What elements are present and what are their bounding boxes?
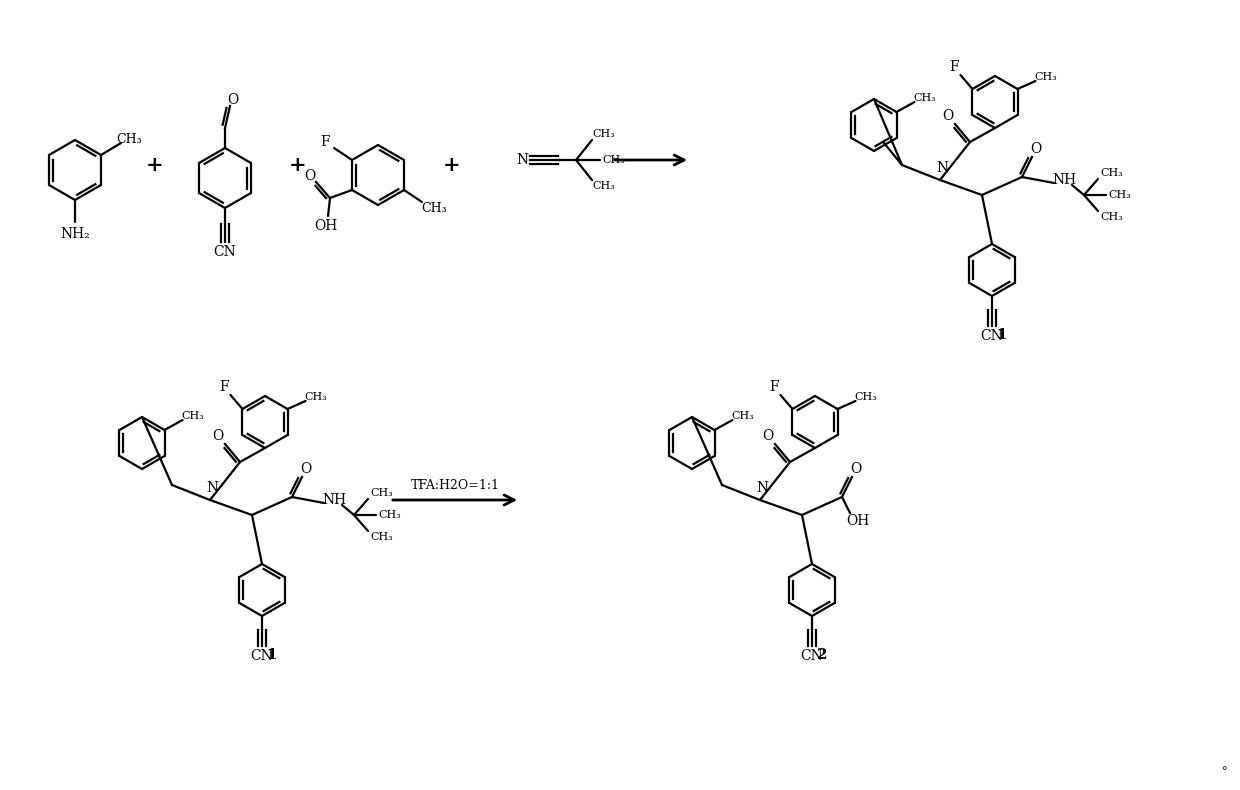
- Text: TFA:H2O=1:1: TFA:H2O=1:1: [410, 479, 500, 492]
- Text: CH₃: CH₃: [378, 510, 402, 520]
- Text: O: O: [300, 462, 311, 476]
- Text: N: N: [936, 161, 949, 175]
- Text: CH₃: CH₃: [1034, 72, 1056, 82]
- Text: F: F: [950, 60, 960, 74]
- Text: NH: NH: [322, 493, 346, 507]
- Text: O: O: [212, 429, 223, 443]
- Text: +: +: [146, 155, 164, 175]
- Text: CH₃: CH₃: [1101, 212, 1123, 222]
- Text: NH₂: NH₂: [60, 227, 89, 241]
- Text: 1: 1: [267, 648, 278, 662]
- Text: CH₃: CH₃: [1109, 190, 1131, 200]
- Text: N: N: [206, 481, 218, 495]
- Text: CN: CN: [250, 649, 273, 663]
- Text: 2: 2: [817, 648, 827, 662]
- Text: CH₃: CH₃: [422, 201, 446, 215]
- Text: CH₃: CH₃: [593, 129, 615, 139]
- Text: 1: 1: [997, 328, 1007, 342]
- Text: CN: CN: [801, 649, 823, 663]
- Text: CH₃: CH₃: [1101, 168, 1123, 178]
- Text: CH₃: CH₃: [371, 532, 393, 542]
- Text: CH₃: CH₃: [913, 93, 936, 103]
- Text: N: N: [516, 153, 528, 167]
- Text: OH: OH: [847, 514, 869, 528]
- Text: O: O: [851, 462, 862, 476]
- Text: CH₃: CH₃: [854, 392, 877, 402]
- Text: CH₃: CH₃: [181, 411, 203, 421]
- Text: CN: CN: [213, 245, 237, 259]
- Text: F: F: [219, 380, 229, 394]
- Text: F: F: [770, 380, 779, 394]
- Text: NH: NH: [1052, 173, 1076, 187]
- Text: CH₃: CH₃: [304, 392, 327, 402]
- Text: CH₃: CH₃: [603, 155, 625, 165]
- Text: +: +: [289, 155, 306, 175]
- Text: O: O: [1030, 142, 1042, 156]
- Text: F: F: [320, 135, 330, 149]
- Text: CN: CN: [981, 329, 1003, 343]
- Text: O: O: [942, 109, 954, 123]
- Text: O: O: [304, 169, 316, 183]
- Text: O: O: [763, 429, 774, 443]
- Text: O: O: [227, 93, 238, 107]
- Text: N: N: [756, 481, 768, 495]
- Text: +: +: [443, 155, 461, 175]
- Text: CH₃: CH₃: [593, 181, 615, 191]
- Text: CH₃: CH₃: [732, 411, 754, 421]
- Text: OH: OH: [315, 219, 337, 233]
- Text: CH₃: CH₃: [371, 488, 393, 498]
- Text: CH₃: CH₃: [117, 133, 141, 145]
- Text: °: °: [1223, 767, 1228, 777]
